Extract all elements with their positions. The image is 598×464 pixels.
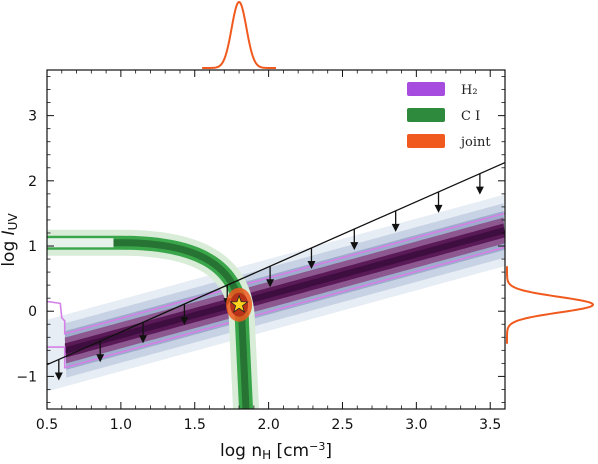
x-axis-ticks: 0.5 1.0 1.5 2.0 2.5 3.0 3.5 [36,70,501,433]
x-axis-title: log nH [cm−3] [220,440,332,462]
legend-label-joint: joint [459,135,491,150]
upper-limit-arrows [54,173,484,381]
upper-limit-arrowhead [475,186,484,195]
legend-label-ci: C I [461,109,480,124]
y-axis-ticks: −1 0 1 2 3 [16,76,505,403]
upper-limit-line [47,161,505,366]
x-tick-label: 3.5 [479,417,501,433]
legend-swatch-ci [407,108,445,122]
ci-plateau-fade [47,238,114,248]
x-tick-label: 2.5 [331,417,353,433]
y-tick-label: 0 [28,304,37,320]
upper-limit-arrowhead [266,279,275,288]
upper-limit-arrowhead [434,204,443,213]
h2-density-layer [64,227,505,354]
x-marginal-distribution [202,0,277,69]
upper-limit-arrowhead [391,223,400,232]
plot-frame [46,69,506,410]
x-tick-label: 0.5 [36,417,58,433]
x-tick-label: 2.0 [257,417,279,433]
upper-limit-arrowhead [96,354,105,363]
y-tick-label: 2 [28,174,37,190]
y-marginal-curve [506,266,595,344]
upper-limit-arrowhead [350,242,359,251]
legend-swatch-joint [407,134,445,148]
h2-contour-upper [47,212,505,335]
x-tick-label: 3.0 [405,417,427,433]
x-tick-label: 1.0 [110,417,132,433]
h2-contour-lower [47,246,505,369]
h2-constraint-band [47,194,505,392]
y-tick-label: −1 [16,369,37,385]
plot-area [47,161,505,409]
x-marginal-curve [202,0,277,69]
y-tick-label: 1 [28,239,37,255]
joint-star-icon [229,294,249,313]
upper-limit-arrowhead [54,372,63,381]
y-marginal-distribution [506,266,595,344]
upper-limit-arrowhead [139,335,148,344]
legend-label-h2: H₂ [461,83,478,98]
joint-constraint [226,287,253,322]
y-tick-label: 3 [28,109,37,125]
upper-limit-line-segment [47,161,505,366]
legend: H₂ C I joint [407,82,491,150]
legend-swatch-h2 [407,82,445,96]
upper-limit-arrowhead [180,317,189,326]
x-tick-label: 1.5 [184,417,206,433]
upper-limit-arrowhead [307,260,316,269]
y-axis-title: log IUV [0,213,20,267]
